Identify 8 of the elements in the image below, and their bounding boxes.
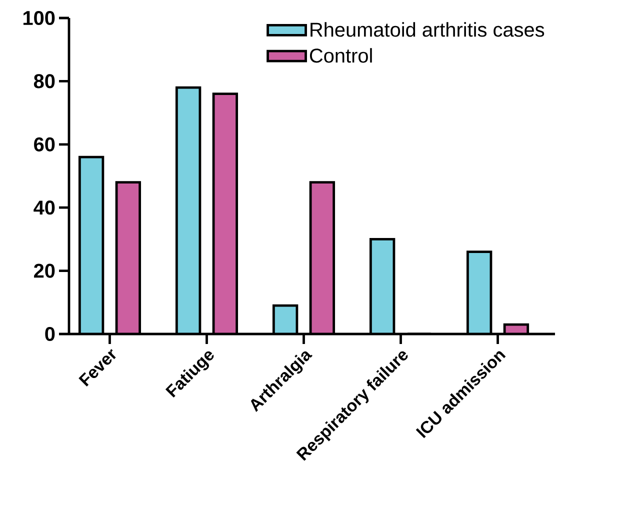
legend-label: Rheumatoid arthritis cases	[310, 22, 544, 37]
legend-label: Control	[310, 48, 372, 63]
y-tick-label: 100	[23, 10, 55, 26]
y-tick-label: 40	[34, 200, 55, 215]
y-tick-label: 0	[45, 326, 55, 342]
y-tick-label: 20	[34, 264, 55, 278]
y-tick-label: 80	[34, 74, 55, 88]
y-tick-label: 60	[34, 137, 55, 152]
